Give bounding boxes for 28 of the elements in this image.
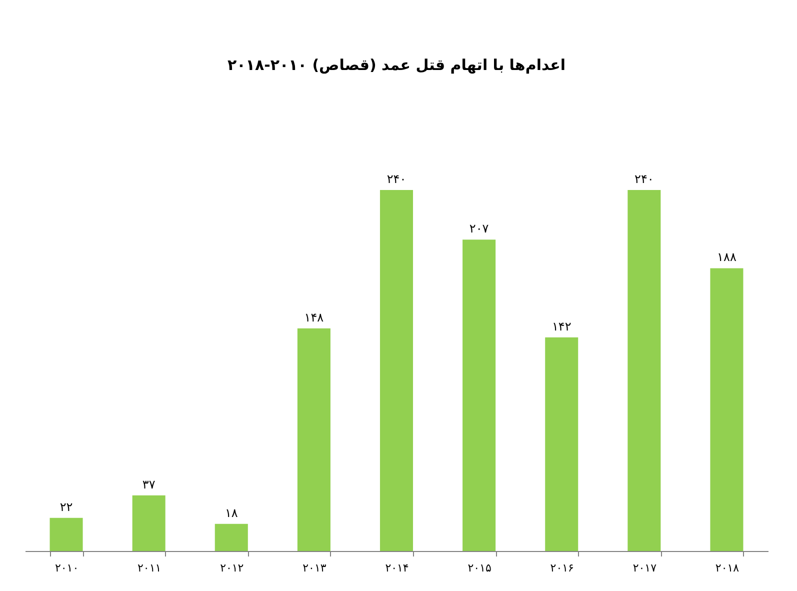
data-label: ۲۰۷ — [469, 222, 490, 236]
bar — [50, 518, 83, 551]
bar — [132, 495, 166, 551]
bar — [462, 240, 496, 551]
data-label: ۲۴۰ — [386, 172, 406, 186]
x-tick-label: ۲۰۱۰ — [54, 562, 79, 574]
x-tick-label: ۲۰۱۸ — [715, 562, 740, 574]
x-tick-label: ۲۰۱۱ — [138, 562, 162, 574]
x-tick-label: ۲۰۱۷ — [632, 562, 657, 574]
data-label: ۱۸۸ — [717, 250, 737, 264]
chart-title: اعدام‌ها با اتهام قتل عمد (قصاص) ۲۰۱۰-۲۰۱۸ — [227, 56, 566, 74]
bar — [380, 190, 414, 551]
data-label: ۲۲ — [60, 500, 73, 514]
bar — [297, 328, 330, 551]
data-label: ۳۷ — [142, 477, 156, 492]
bar — [545, 337, 578, 551]
x-tick-label: ۲۰۱۴ — [385, 562, 409, 574]
data-label: ۱۴۸ — [304, 310, 324, 324]
bar — [214, 524, 248, 551]
x-tick-label: ۲۰۱۶ — [550, 562, 574, 574]
bar — [710, 268, 744, 551]
bar — [628, 190, 661, 551]
x-tick-label: ۲۰۱۲ — [220, 562, 244, 574]
data-label: ۲۴۰ — [634, 172, 654, 186]
data-label: ۱۸ — [224, 506, 238, 520]
data-label: ۱۴۲ — [552, 319, 572, 334]
x-tick-label: ۲۰۱۵ — [468, 562, 492, 574]
x-tick-label: ۲۰۱۳ — [302, 562, 326, 574]
